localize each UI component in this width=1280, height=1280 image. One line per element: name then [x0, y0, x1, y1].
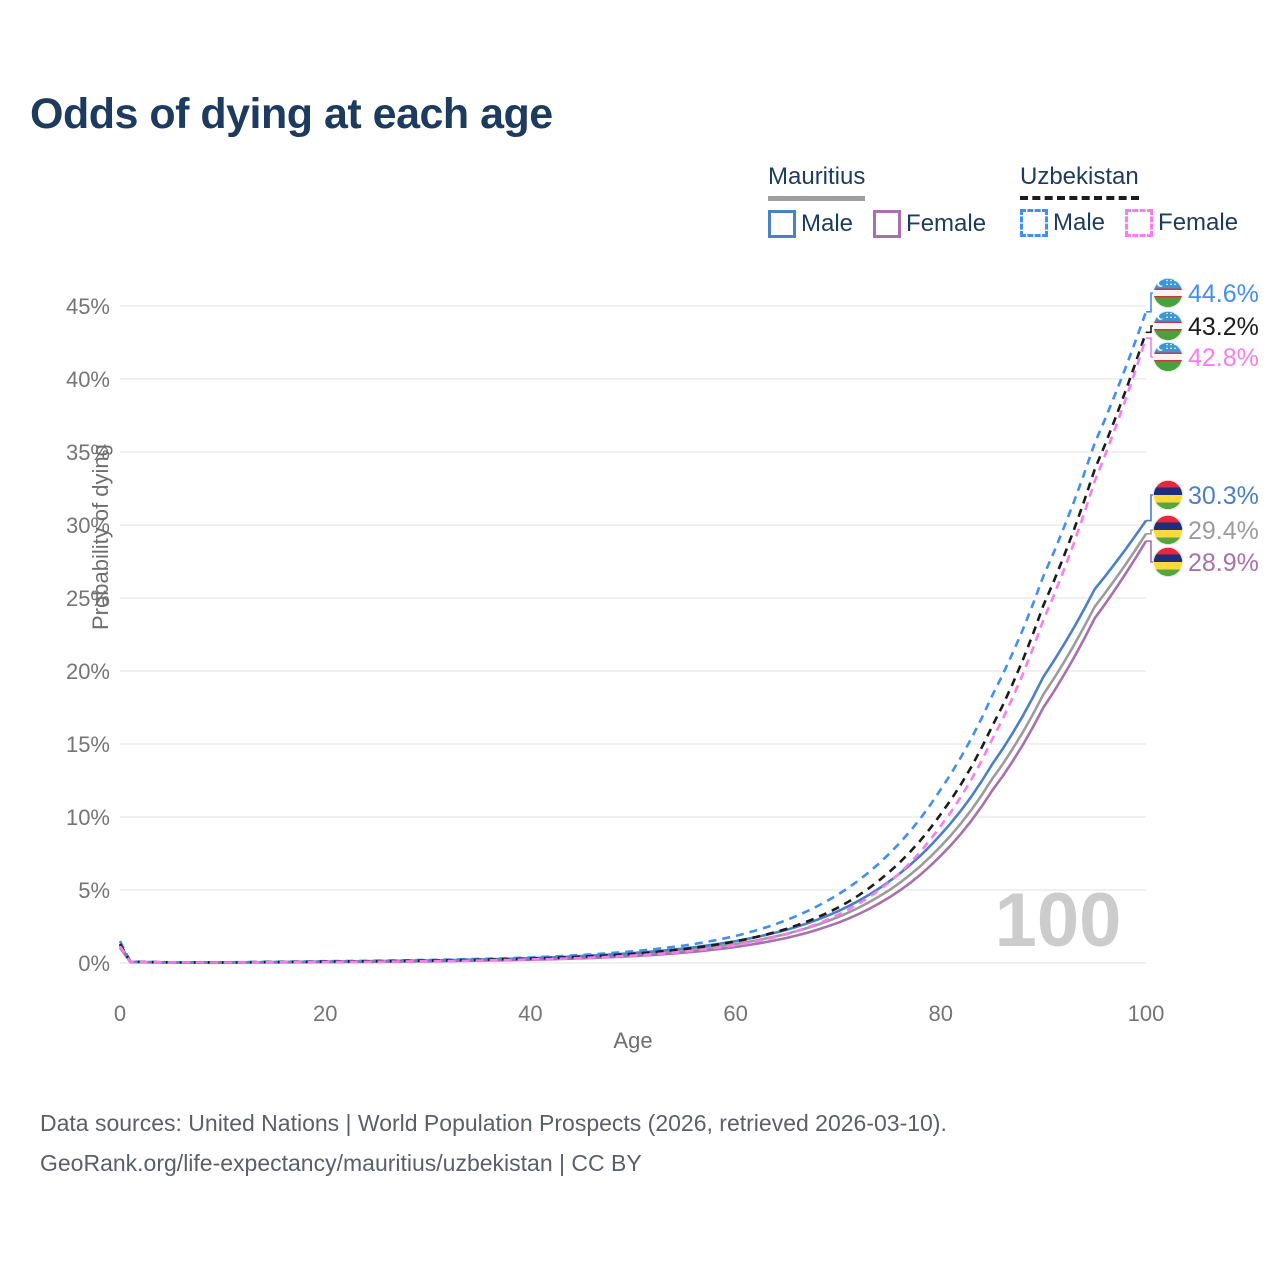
legend-mauritius-female-label: Female	[906, 210, 987, 237]
end-label-leader	[1146, 325, 1154, 334]
y-axis-title: Probability of dying	[87, 444, 113, 630]
x-tick-label: 60	[723, 1001, 747, 1026]
y-tick-label: 40%	[66, 367, 110, 392]
age-watermark: 100	[995, 878, 1122, 963]
legend-group-uzbekistan: Uzbekistan Male Female	[1020, 163, 1238, 237]
y-tick-label: 5%	[78, 878, 110, 903]
y-tick-label: 35%	[66, 440, 110, 465]
end-label-mauritius-male: 30.3%	[1188, 482, 1259, 510]
series-line-uzbekistan-female	[118, 337, 1148, 964]
legend-mauritius-male-label: Male	[801, 210, 854, 237]
y-tick-label: 25%	[66, 586, 110, 611]
mauritius-female-swatch-icon	[873, 210, 902, 238]
series-line-uzbekistan-male	[118, 311, 1148, 964]
legend: Mauritius Male Female Uzbekistan Male Fe…	[0, 0, 1280, 250]
x-tick-label: 100	[1128, 1001, 1165, 1026]
end-label-leader	[1146, 494, 1154, 522]
uzbekistan-flag-icon	[1153, 278, 1183, 308]
x-tick-label: 0	[114, 1001, 126, 1026]
legend-mauritius-row: Male Female	[768, 210, 986, 238]
legend-mauritius-title: Mauritius	[768, 163, 866, 201]
mauritius-male-swatch-icon	[768, 210, 796, 238]
end-label-uzbekistan-male: 44.6%	[1188, 280, 1259, 308]
y-tick-label: 15%	[66, 732, 110, 757]
y-tick-label: 0%	[78, 951, 110, 976]
end-label-leader	[1146, 540, 1154, 563]
page-title: Odds of dying at each age	[30, 90, 553, 138]
y-tick-label: 45%	[66, 294, 110, 319]
legend-uzbekistan-title: Uzbekistan	[1020, 163, 1139, 200]
x-tick-label: 40	[518, 1001, 542, 1026]
mauritius-flag-icon	[1153, 547, 1183, 577]
legend-group-mauritius: Mauritius Male Female	[768, 163, 986, 238]
legend-uzbekistan-female-label: Female	[1158, 209, 1239, 236]
series-line-uzbekistan-both	[118, 331, 1148, 964]
y-tick-label: 10%	[66, 805, 110, 830]
x-tick-label: 80	[929, 1001, 953, 1026]
y-tick-label: 30%	[66, 513, 110, 538]
end-label-leader	[1146, 529, 1154, 535]
end-label-mauritius-female: 28.9%	[1188, 549, 1259, 577]
end-label-leader	[1146, 337, 1154, 358]
legend-uzbekistan-male-label: Male	[1053, 209, 1106, 236]
legend-uzbekistan-row: Male Female	[1020, 209, 1238, 237]
end-label-leader	[1146, 292, 1154, 313]
mauritius-flag-icon	[1153, 480, 1183, 510]
footer-sources: Data sources: United Nations | World Pop…	[40, 1110, 947, 1136]
uzbekistan-flag-icon	[1153, 311, 1183, 341]
footer-attribution: GeoRank.org/life-expectancy/mauritius/uz…	[40, 1150, 642, 1176]
mauritius-flag-icon	[1153, 515, 1183, 545]
uzbekistan-flag-icon	[1153, 342, 1183, 372]
y-tick-label: 20%	[66, 659, 110, 684]
end-label-mauritius-both: 29.4%	[1188, 517, 1259, 545]
uzbekistan-female-swatch-icon	[1125, 209, 1154, 237]
end-label-uzbekistan-female: 42.8%	[1188, 344, 1259, 372]
uzbekistan-male-swatch-icon	[1020, 209, 1048, 237]
x-axis-title: Age	[613, 1028, 653, 1053]
end-label-uzbekistan-both: 43.2%	[1188, 313, 1259, 341]
series-line-mauritius-female	[118, 540, 1148, 964]
x-tick-label: 20	[313, 1001, 337, 1026]
